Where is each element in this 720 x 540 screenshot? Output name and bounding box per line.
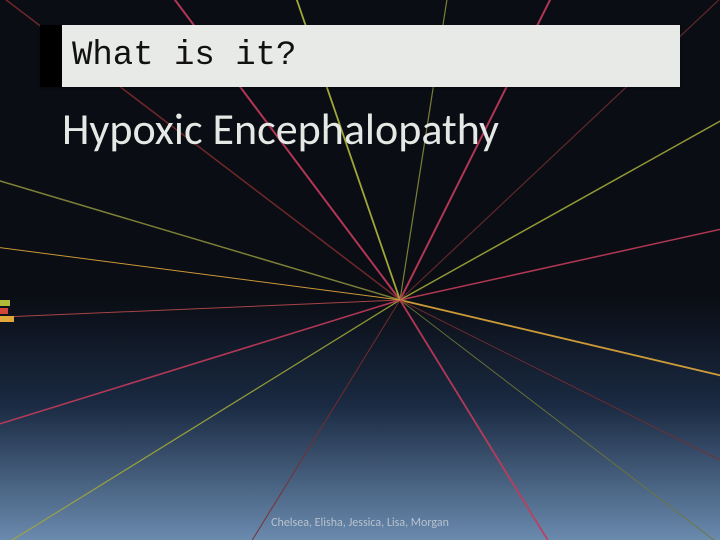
accent-bar [0, 300, 10, 306]
footer-credits: Chelsea, Elisha, Jessica, Lisa, Morgan [0, 516, 720, 530]
title-accent-block [40, 25, 62, 87]
slide-subtitle: Hypoxic Encephalopathy [62, 102, 499, 156]
accent-bar [0, 308, 8, 314]
accent-bar [0, 316, 14, 322]
left-accent-bars [0, 300, 14, 324]
slide-title: What is it? [62, 37, 296, 75]
title-bar: What is it? [40, 25, 680, 87]
